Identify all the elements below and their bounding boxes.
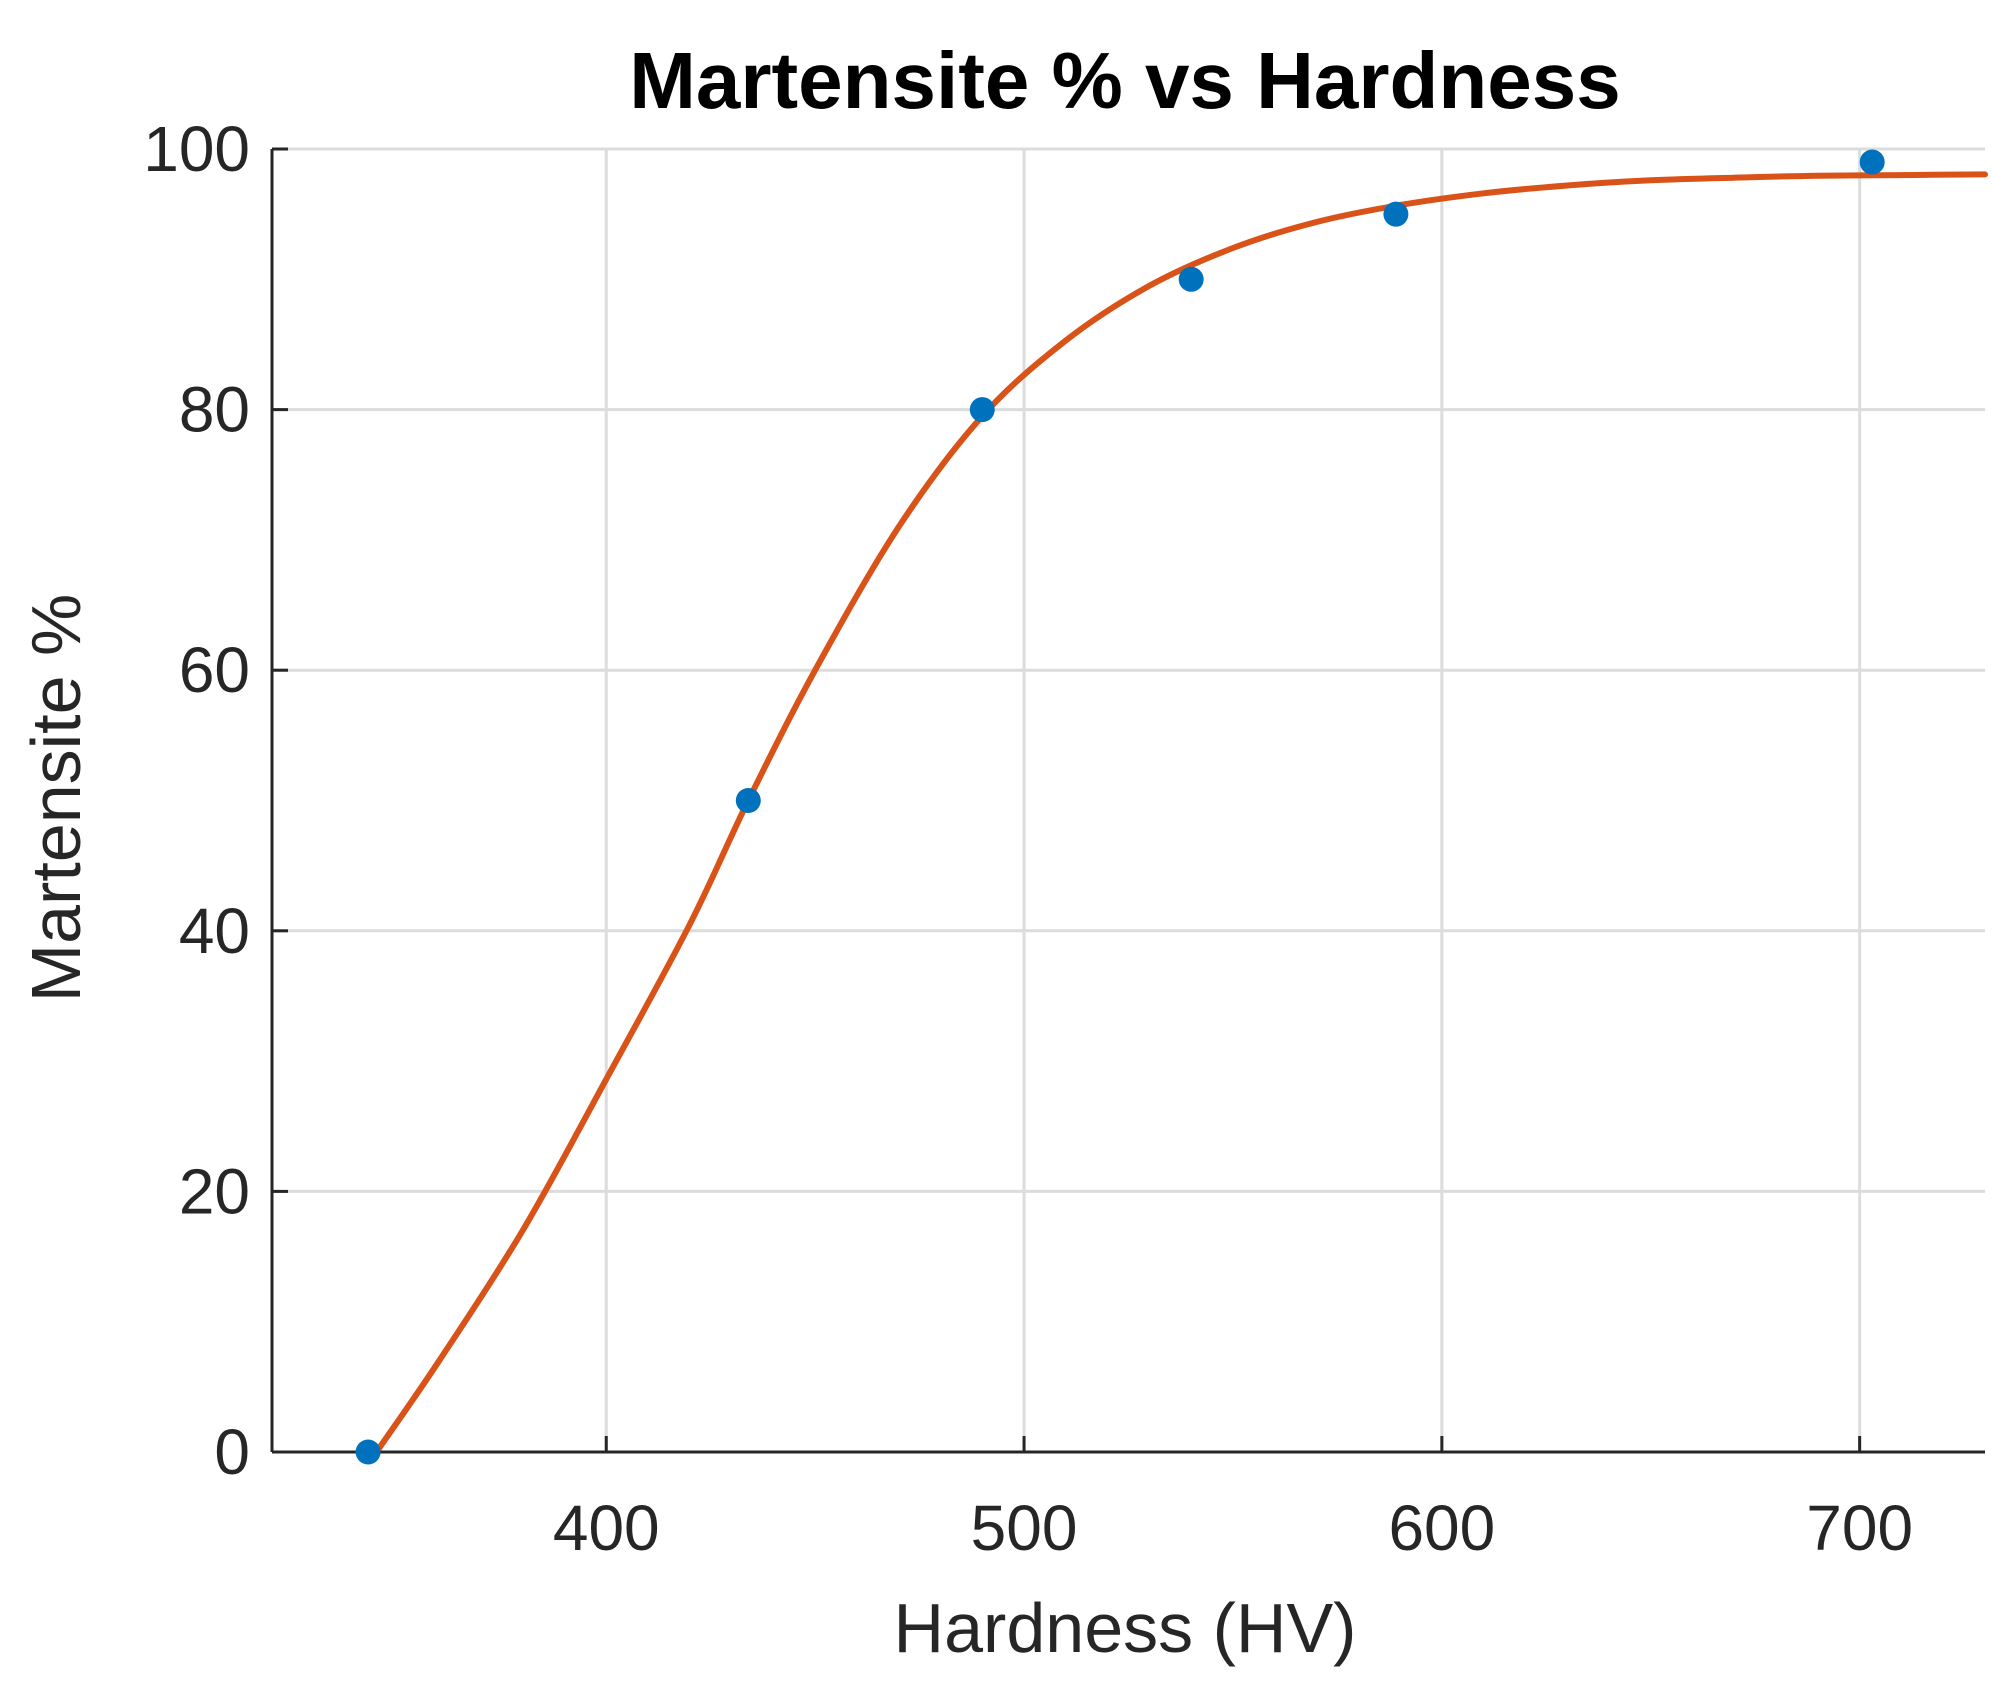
y-tick-label: 100 [143, 113, 250, 185]
x-axis-title: Hardness (HV) [894, 1589, 1357, 1667]
axes [270, 149, 1985, 1454]
series [355, 149, 1988, 1465]
y-axis-title: Martensite % [17, 594, 95, 1002]
y-tick-label: 60 [179, 634, 250, 706]
chart-title: Martensite % vs Hardness [629, 36, 1621, 125]
y-tick-label: 80 [179, 374, 250, 446]
x-tick-label: 500 [971, 1492, 1078, 1564]
ticks: 400 500 600 700 0 20 40 60 80 100 [143, 113, 1913, 1564]
y-tick-label: 40 [179, 895, 250, 967]
data-point [1178, 266, 1204, 292]
x-tick-label: 700 [1806, 1492, 1913, 1564]
data-point [1859, 149, 1885, 175]
data-point [735, 788, 761, 813]
x-tick-label: 400 [553, 1492, 660, 1564]
data-point [1383, 201, 1409, 227]
y-tick-label: 20 [179, 1155, 250, 1227]
y-tick-label: 0 [214, 1416, 250, 1488]
x-tick-label: 600 [1388, 1492, 1495, 1564]
data-point [355, 1439, 381, 1465]
grid [272, 147, 1985, 1454]
data-point [969, 397, 995, 423]
fit-curve-line [373, 171, 1988, 1455]
